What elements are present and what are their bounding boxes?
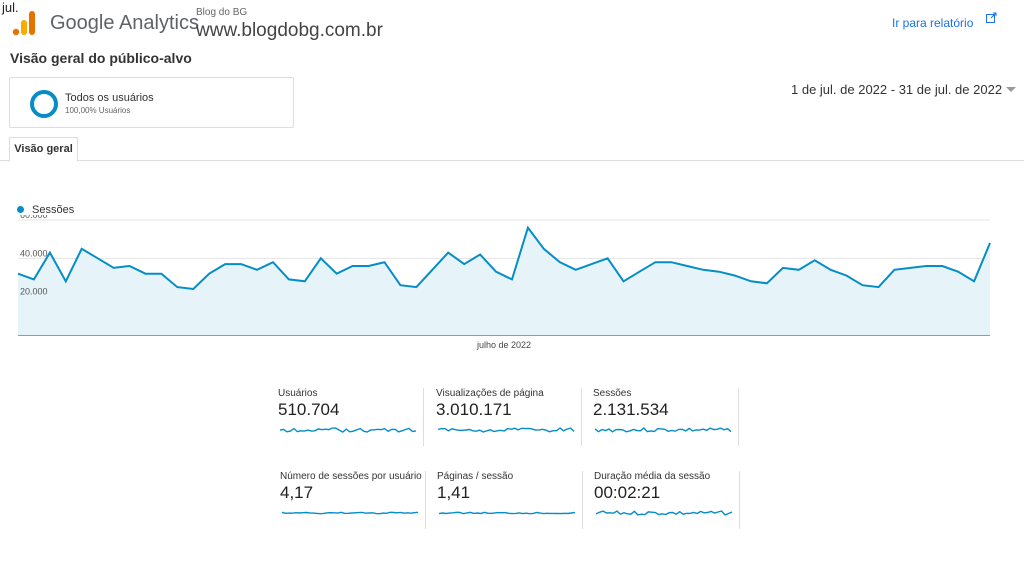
- sparkline: [437, 427, 575, 433]
- x-axis-label: julho de 2022: [476, 340, 531, 350]
- metric-value: 00:02:21: [594, 483, 661, 502]
- metric-label: Sessões: [593, 388, 632, 399]
- metric-sessions-per-user[interactable]: Número de sessões por usuário 4,17: [280, 471, 426, 529]
- google-analytics-logo-icon: [12, 11, 35, 36]
- segment-share: 100,00% Usuários: [65, 106, 131, 115]
- metric-label: Usuários: [278, 388, 318, 399]
- tab-overview[interactable]: Visão geral: [9, 137, 78, 162]
- chart-legend-label: Sessões: [32, 204, 75, 216]
- metric-pageviews[interactable]: Visualizações de página 3.010.171: [436, 388, 582, 446]
- site-url-watermark: www.blogdobg.com.br: [196, 20, 383, 41]
- sparkline: [438, 511, 576, 515]
- metric-label: Páginas / sessão: [437, 471, 514, 482]
- metric-sessions[interactable]: Sessões 2.131.534: [593, 388, 739, 446]
- metric-pages-per-session[interactable]: Páginas / sessão 1,41: [437, 471, 583, 529]
- site-subtitle: Blog do BG: [196, 7, 248, 18]
- external-link-icon[interactable]: [986, 12, 997, 23]
- tab-divider: [0, 160, 1024, 161]
- sparkline: [595, 510, 733, 516]
- sparkline: [281, 511, 419, 515]
- date-range-picker[interactable]: 1 de jul. de 2022 - 31 de jul. de 2022: [791, 82, 1003, 97]
- metric-users[interactable]: Usuários 510.704: [278, 388, 424, 446]
- chevron-down-icon[interactable]: [1006, 87, 1016, 92]
- sparkline: [594, 427, 732, 433]
- metric-label: Visualizações de página: [436, 388, 544, 399]
- y-tick-label: 20.000: [20, 287, 48, 297]
- sessions-chart: 60.000 40.000 20.000 julho de 2022: [17, 215, 991, 350]
- metric-value: 4,17: [280, 483, 314, 502]
- page-title: Visão geral do público-alvo: [10, 50, 192, 66]
- segment-card[interactable]: Todos os usuários 100,00% Usuários: [9, 77, 294, 128]
- corner-label: jul.: [2, 0, 19, 15]
- y-tick-label: 60.000: [20, 215, 48, 220]
- metric-avg-session-duration[interactable]: Duração média da sessão 00:02:21: [594, 471, 740, 529]
- metric-value: 2.131.534: [593, 400, 669, 419]
- metric-label: Duração média da sessão: [594, 471, 711, 482]
- sparkline: [279, 427, 417, 433]
- metric-label: Número de sessões por usuário: [280, 471, 422, 482]
- sessions-line: [17, 225, 991, 291]
- go-to-report-link[interactable]: Ir para relatório: [892, 16, 974, 30]
- metric-value: 1,41: [437, 483, 471, 502]
- metric-value: 3.010.171: [436, 400, 512, 419]
- y-tick-label: 40.000: [20, 248, 48, 258]
- sessions-area: [18, 227, 990, 335]
- segment-ring-icon: [30, 90, 58, 118]
- product-name: Google Analytics: [50, 12, 199, 34]
- segment-name: Todos os usuários: [65, 92, 154, 104]
- legend-dot-icon: [17, 206, 24, 213]
- metric-value: 510.704: [278, 400, 340, 419]
